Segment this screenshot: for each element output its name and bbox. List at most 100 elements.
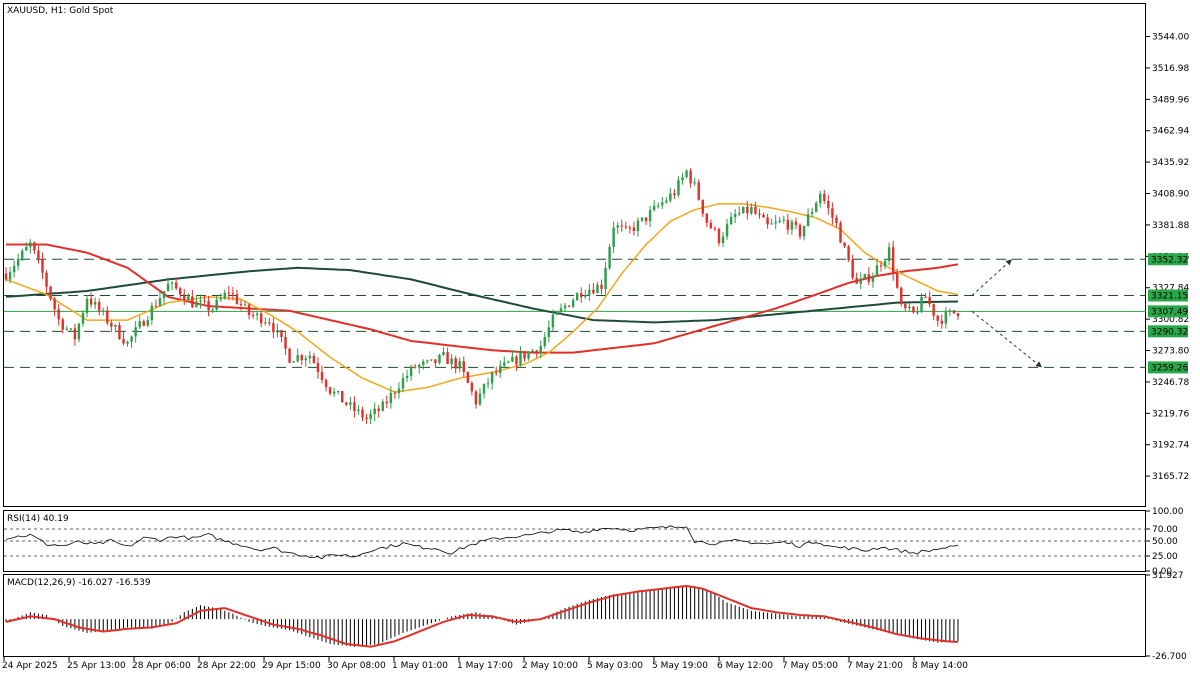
candle-bull: [584, 295, 587, 297]
candle-bear: [786, 219, 790, 230]
candle-bull: [102, 310, 105, 312]
time-tick-label: 28 Apr 06:00: [132, 661, 191, 671]
candle-bear: [470, 382, 474, 392]
candle-bull: [677, 180, 680, 196]
candle-bull: [859, 278, 862, 284]
macd-title: MACD(12,26,9) -16.027 -16.539: [7, 578, 151, 588]
candle-bear: [207, 300, 210, 311]
candle-bear: [385, 401, 389, 404]
candle-bear: [328, 387, 332, 394]
candle-bull: [114, 324, 117, 327]
candle-bull: [134, 327, 137, 337]
candle-bull: [588, 289, 591, 296]
price-panel-frame: [3, 3, 1146, 507]
candle-bear: [673, 193, 676, 196]
rsi-title: RSI(14) 40.19: [7, 514, 69, 524]
candle-bull: [264, 322, 267, 324]
candle-bull: [887, 247, 891, 261]
candle-bear: [758, 213, 761, 215]
candle-bull: [276, 330, 279, 333]
time-tick-label: 1 May 01:00: [392, 661, 448, 671]
candle-bull: [499, 365, 502, 373]
candle-bull: [126, 341, 129, 344]
candle-bull: [863, 274, 867, 279]
candle-bull: [478, 393, 482, 405]
candle-bull: [405, 375, 409, 379]
macd-tick-label: -26.700: [1152, 652, 1187, 662]
candle-bull: [170, 282, 174, 284]
rsi-tick-label: 100.00: [1152, 507, 1184, 517]
price-tick-label: 3435.92: [1152, 158, 1189, 168]
candle-bull: [482, 383, 486, 394]
candle-bear: [49, 286, 52, 299]
candle-bull: [65, 328, 69, 330]
forecast-arrows: [971, 258, 1043, 368]
candle-bear: [106, 310, 109, 323]
candle-bull: [486, 383, 490, 385]
level-price-tag: 3290.32: [1151, 327, 1188, 337]
candle-bear: [831, 208, 834, 218]
candle-bull: [166, 283, 170, 292]
candle-bear: [353, 402, 356, 411]
price-panel[interactable]: XAUUSD, H1: Gold Spot 3544.00 3516.98 3489…: [3, 3, 1190, 507]
candle-bear: [494, 372, 498, 374]
candle-bear: [33, 242, 36, 251]
macd-signal-line: [5, 584, 959, 648]
chart-title: XAUUSD, H1: Gold Spot: [7, 6, 114, 16]
candle-bear: [434, 359, 437, 364]
macd-panel[interactable]: MACD(12,26,9) -16.027 -16.539 31.927 -26.…: [3, 571, 1188, 662]
candle-bull: [656, 205, 660, 207]
ma-fast-line: [5, 203, 959, 393]
candle-bull: [810, 211, 814, 215]
candle-bull: [503, 362, 506, 366]
price-tick-label: 3246.78: [1152, 378, 1189, 388]
macd-panel-frame: [3, 574, 1146, 657]
time-tick-label: 5 May 19:00: [652, 661, 708, 671]
candle-bull: [158, 298, 162, 306]
candle-bear: [97, 301, 101, 311]
candle-bull: [373, 408, 376, 415]
candle-bull: [883, 260, 887, 267]
time-tick-label: 5 May 03:00: [587, 661, 643, 671]
candle-bear: [592, 289, 595, 294]
candle-bull: [774, 221, 777, 224]
candle-bull: [782, 219, 786, 221]
candle-bull: [640, 217, 644, 221]
candle-bear: [57, 309, 60, 320]
candle-bear: [717, 228, 721, 244]
candle-bull: [308, 355, 312, 359]
candle-bull: [332, 391, 336, 394]
candle-bear: [110, 322, 113, 327]
candle-bear: [624, 226, 628, 228]
candle-bull: [681, 177, 684, 181]
candle-bull: [138, 321, 141, 328]
candle-bear: [393, 392, 397, 394]
candle-bear: [345, 402, 348, 405]
candle-bear: [239, 303, 243, 305]
price-tags: 3352.32 3321.15 3290.32 3259.26 3307.49: [1148, 253, 1188, 374]
candle-bear: [754, 207, 757, 214]
candle-bear: [361, 409, 364, 418]
candle-bull: [612, 227, 615, 248]
level-price-tag-bg: [1148, 361, 1188, 374]
candle-bull: [417, 364, 421, 368]
candle-bull: [693, 182, 696, 184]
candle-bull: [81, 312, 85, 324]
candle-bear: [940, 320, 943, 324]
price-tick-label: 3327.84: [1152, 284, 1189, 294]
candle-bull: [422, 361, 425, 365]
candle-bull: [604, 267, 607, 290]
candle-bull: [409, 366, 413, 376]
candle-bear: [235, 294, 239, 304]
candle-bull: [8, 272, 12, 280]
rsi-panel[interactable]: RSI(14) 40.19 100.00 70.00 50.00 25.00 0.00: [3, 507, 1184, 577]
candle-bear: [823, 193, 826, 201]
price-tick-label: 3381.88: [1152, 221, 1189, 231]
time-tick-label: 7 May 21:00: [847, 661, 903, 671]
candle-bear: [316, 363, 320, 373]
ma-slow-line: [5, 266, 959, 324]
candle-bear: [341, 391, 344, 403]
rsi-tick-label: 70.00: [1152, 525, 1178, 535]
candle-bear: [45, 272, 48, 287]
price-tick-label: 3408.90: [1152, 190, 1189, 200]
